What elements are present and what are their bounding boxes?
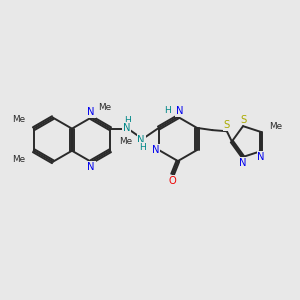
Text: H: H [124, 116, 131, 125]
Text: Me: Me [269, 122, 282, 131]
Text: N: N [87, 162, 95, 172]
Text: N: N [239, 158, 246, 168]
Text: N: N [257, 152, 265, 162]
Text: H: H [139, 143, 146, 152]
Text: S: S [240, 115, 246, 125]
Text: N: N [87, 107, 95, 117]
Text: N: N [152, 145, 160, 155]
Text: Me: Me [119, 137, 132, 146]
Text: N: N [176, 106, 183, 116]
Text: Me: Me [98, 103, 111, 112]
Text: N: N [137, 134, 145, 145]
Text: Me: Me [12, 115, 25, 124]
Text: O: O [168, 176, 176, 186]
Text: Me: Me [12, 155, 25, 164]
Text: H: H [164, 106, 171, 116]
Text: S: S [224, 120, 230, 130]
Text: N: N [123, 123, 130, 133]
